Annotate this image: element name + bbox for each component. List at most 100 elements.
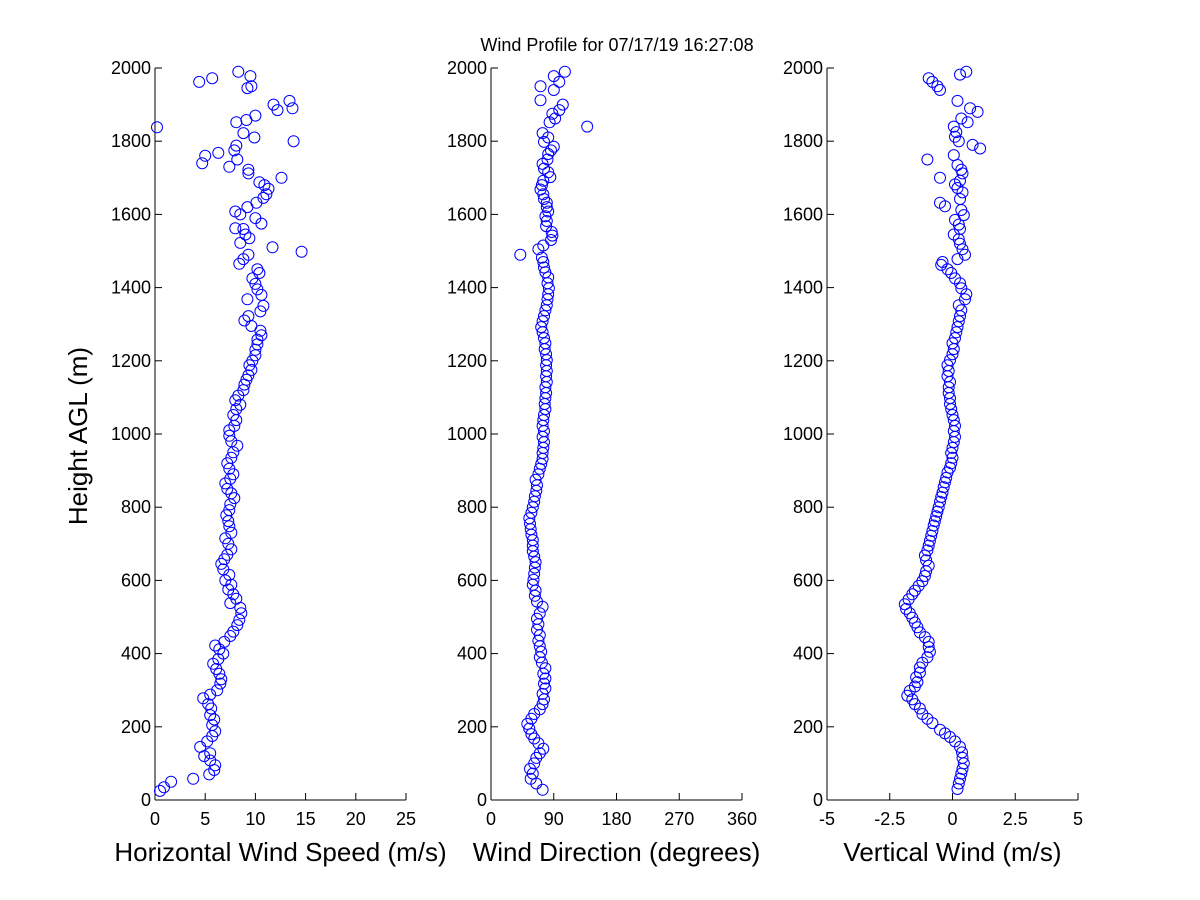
wind-direction-data-point xyxy=(545,234,557,246)
horizontal-wind-speed-x-tick-label: 20 xyxy=(346,809,366,829)
wind-direction-data-point xyxy=(540,196,553,209)
vertical-wind-data-point xyxy=(921,544,934,557)
horizontal-wind-speed-data-point xyxy=(231,619,244,632)
wind-direction-data-point xyxy=(538,677,550,690)
wind-direction-data-point xyxy=(542,166,555,179)
wind-direction-data-point xyxy=(536,783,549,796)
horizontal-wind-speed-data-point xyxy=(267,98,280,111)
wind-direction-data-point xyxy=(547,140,560,153)
horizontal-wind-speed-y-tick-label: 1400 xyxy=(111,278,151,298)
panel-wind-direction: 0 200 400 600 800 1000 1200 1400 1600 1800 2000 0 90… xyxy=(447,58,760,867)
wind-direction-data-point xyxy=(534,80,547,93)
vertical-wind-data-point xyxy=(955,112,968,125)
horizontal-wind-speed-data-point xyxy=(233,257,246,270)
wind-direction-data-point xyxy=(527,573,540,586)
wind-direction-data-point xyxy=(536,687,549,700)
horizontal-wind-speed-data-point xyxy=(229,205,242,218)
vertical-wind-data-point xyxy=(940,471,953,484)
horizontal-wind-speed-data-point xyxy=(196,157,209,170)
horizontal-wind-speed-data-point xyxy=(257,191,270,204)
horizontal-wind-speed-data-point xyxy=(262,182,275,195)
vertical-wind-y-tick-label: 400 xyxy=(793,644,823,664)
wind-direction-data-point xyxy=(539,337,552,350)
wind-direction-data-point xyxy=(539,682,552,695)
horizontal-wind-speed-data-point xyxy=(215,673,228,686)
vertical-wind-data-point xyxy=(955,282,968,295)
horizontal-wind-speed-data-point xyxy=(266,241,279,254)
vertical-wind-data-point xyxy=(952,218,965,231)
wind-direction-data-point xyxy=(535,321,548,334)
vertical-wind-data-point xyxy=(937,481,950,494)
horizontal-wind-speed-data-point xyxy=(230,403,243,416)
horizontal-wind-speed-data-point xyxy=(223,160,236,173)
wind-direction-y-tick-label: 400 xyxy=(457,644,487,664)
vertical-wind-data-point xyxy=(954,68,966,81)
vertical-wind-data-point xyxy=(930,510,943,523)
panel-horizontal-wind-speed: 0 200 400 600 800 1000 1200 1400 1600 1800 2000 0 5 1… xyxy=(111,58,447,867)
vertical-wind-data-point xyxy=(918,570,931,582)
vertical-wind-data-point xyxy=(951,182,964,194)
wind-direction-data-point xyxy=(556,98,569,111)
horizontal-wind-speed-data-point xyxy=(243,232,256,245)
vertical-wind-y-tick-label: 1600 xyxy=(783,204,823,224)
horizontal-wind-speed-data-point xyxy=(253,176,266,189)
vertical-wind-data-point xyxy=(950,326,963,339)
horizontal-wind-speed-x-tick-label: 25 xyxy=(396,809,416,829)
vertical-wind-data-point xyxy=(959,248,971,261)
horizontal-wind-speed-y-tick-label: 600 xyxy=(121,570,151,590)
horizontal-wind-speed-data-point xyxy=(222,537,235,550)
vertical-wind-x-axis-label: Vertical Wind (m/s) xyxy=(843,837,1061,867)
horizontal-wind-speed-data-point xyxy=(231,153,244,166)
wind-direction-x-tick-label: 180 xyxy=(601,809,631,829)
horizontal-wind-speed-data-point xyxy=(154,784,166,797)
horizontal-wind-speed-y-tick-label: 200 xyxy=(121,717,151,737)
horizontal-wind-speed-data-point xyxy=(233,613,246,626)
wind-direction-data-point xyxy=(524,772,537,785)
horizontal-wind-speed-data-point xyxy=(246,354,259,367)
vertical-wind-y-tick-label: 800 xyxy=(793,497,823,517)
wind-direction-data-point xyxy=(535,251,548,264)
horizontal-wind-speed-x-tick-label: 5 xyxy=(200,809,210,829)
horizontal-wind-speed-data-point xyxy=(206,72,219,85)
wind-direction-data-point xyxy=(538,310,550,323)
wind-direction-data-point xyxy=(540,215,553,227)
horizontal-wind-speed-data-point xyxy=(235,607,248,620)
horizontal-wind-speed-data-point xyxy=(225,487,238,500)
wind-direction-data-point xyxy=(537,256,550,268)
vertical-wind-data-point xyxy=(950,126,963,139)
vertical-wind-data-point xyxy=(971,105,984,118)
vertical-wind-data-point xyxy=(928,515,941,528)
horizontal-wind-speed-data-point xyxy=(225,578,238,591)
vertical-wind-data-point xyxy=(934,495,946,508)
vertical-wind-x-tick-label: 5 xyxy=(1073,809,1083,829)
horizontal-wind-speed-data-point xyxy=(242,310,255,323)
vertical-wind-data-point xyxy=(945,457,958,470)
wind-direction-data-point xyxy=(528,757,541,770)
horizontal-wind-speed-data-point xyxy=(204,747,217,760)
vertical-wind-data-point xyxy=(900,602,913,615)
horizontal-wind-speed-data-point xyxy=(227,625,240,638)
horizontal-wind-speed-data-point xyxy=(199,149,212,162)
horizontal-wind-speed-data-point xyxy=(295,245,308,258)
horizontal-wind-speed-data-point xyxy=(225,543,238,556)
vertical-wind-data-point xyxy=(934,723,946,736)
vertical-wind-data-point xyxy=(951,94,964,107)
vertical-wind-x-tick-label: -5 xyxy=(819,809,835,829)
horizontal-wind-speed-y-tick-label: 1000 xyxy=(111,424,151,444)
horizontal-wind-speed-y-tick-label: 1200 xyxy=(111,351,151,371)
horizontal-wind-speed-data-point xyxy=(224,597,237,610)
vertical-wind-data-point xyxy=(956,746,968,759)
horizontal-wind-speed-data-point xyxy=(251,283,264,296)
wind-direction-y-tick-label: 1800 xyxy=(447,131,487,151)
horizontal-wind-speed-data-point xyxy=(223,504,236,517)
horizontal-wind-speed-y-tick-label: 800 xyxy=(121,497,151,517)
wind-direction-data-point xyxy=(545,144,557,157)
wind-direction-data-point xyxy=(531,612,543,625)
horizontal-wind-speed-data-point xyxy=(255,329,268,342)
horizontal-wind-speed-data-point xyxy=(229,222,242,235)
wind-direction-data-point xyxy=(538,332,550,345)
horizontal-wind-speed-data-point xyxy=(212,146,225,159)
horizontal-wind-speed-data-point xyxy=(208,713,221,726)
